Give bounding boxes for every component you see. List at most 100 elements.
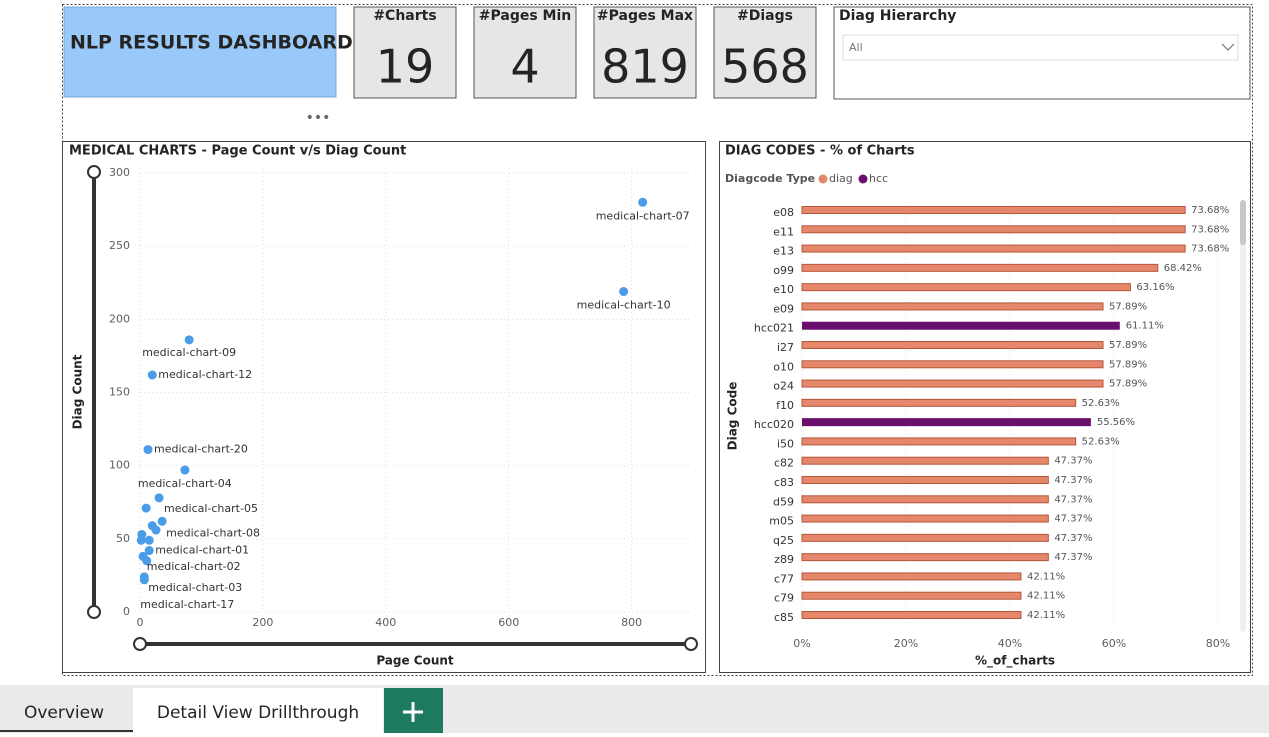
y-tick-label: e09 [773,302,794,315]
x-tick-label: 200 [252,616,273,629]
x-tick-label: 60% [1102,637,1126,650]
x-axis-title: %_of_charts [975,654,1055,669]
slider-handle[interactable] [87,605,101,619]
card-value: 819 [601,40,689,94]
point-label: medical-chart-05 [164,502,258,515]
x-tick-label: 40% [998,637,1022,650]
data-label: 73.68% [1191,244,1229,255]
data-label: 73.68% [1191,224,1229,235]
data-label: 57.89% [1109,359,1147,370]
y-tick-label: o10 [773,360,794,373]
legend-marker [858,174,868,184]
card-label: #Charts [373,8,436,24]
data-label: 52.63% [1082,398,1120,409]
point-label: medical-chart-07 [596,209,690,222]
card [593,6,697,99]
point-label: medical-chart-20 [154,443,248,456]
data-label: 42.11% [1027,610,1065,621]
point [139,575,149,585]
slider-handle[interactable] [87,165,101,179]
bar [801,225,1186,234]
dashboard-title: NLP RESULTS DASHBOARD [70,32,353,54]
bar [801,476,1049,484]
card [473,6,577,99]
bar [801,206,1186,214]
y-tick-label: o24 [773,380,794,393]
point [180,465,190,475]
data-label: 47.37% [1054,533,1092,544]
more-options[interactable]: ••• [306,110,331,126]
data-label: 47.37% [1054,494,1092,505]
y-tick-label: 100 [109,459,130,472]
y-tick-label: c82 [774,457,794,470]
data-label: 47.37% [1054,456,1092,467]
bar [801,572,1022,581]
data-label: 57.89% [1109,340,1147,351]
point-label: medical-chart-02 [147,560,241,573]
tab[interactable] [133,688,383,733]
bar [801,360,1104,369]
y-tick-label: i50 [777,437,794,450]
bar [801,379,1104,388]
legend-title: Diagcode Type [725,172,815,185]
bar [801,244,1186,253]
slicer-dropdown[interactable] [842,34,1239,61]
y-tick-label: z89 [774,553,794,566]
card-label: #Pages Max [597,8,693,24]
point [154,493,164,503]
point [184,335,194,345]
y-tick-label: 300 [109,166,130,179]
point [141,503,151,513]
slider-handle[interactable] [684,637,698,651]
bar [801,533,1049,542]
y-tick-label: e13 [773,245,794,258]
data-label: 57.89% [1109,379,1147,390]
y-tick-label: 50 [116,532,130,545]
y-tick-label: c85 [774,611,794,624]
scatter-panel [62,141,706,673]
card-label: #Pages Min [479,8,571,24]
card-label: #Diags [737,8,793,24]
y-axis-title: Diag Count [71,354,85,429]
data-label: 52.63% [1082,436,1120,447]
point [143,445,153,455]
tab[interactable] [0,685,133,733]
data-label: 47.37% [1054,552,1092,563]
data-label: 42.11% [1027,571,1065,582]
tab-label: Detail View Drillthrough [157,703,359,723]
chevron [1221,43,1235,51]
y-tick-label: 250 [109,239,130,252]
point [138,551,148,561]
point-label: medical-chart-09 [142,346,236,359]
tab-label: Overview [24,703,104,723]
bar [801,495,1049,504]
card [353,6,457,99]
y-tick-label: d59 [773,495,794,508]
bar [801,263,1159,272]
y-tick-label: 200 [109,312,130,325]
y-tick-label: q25 [773,534,794,547]
y-tick-label: o99 [773,264,794,277]
x-tick-label: 0 [137,616,144,629]
point [619,287,629,297]
point [157,516,167,526]
x-tick-label: 80% [1206,637,1230,650]
point-label: medical-chart-04 [138,477,232,490]
card-value: 568 [721,40,809,94]
y-tick-label: 0 [123,605,130,618]
chart-title: DIAG CODES - % of Charts [725,144,915,159]
x-tick-label: 800 [621,616,642,629]
data-label: 47.37% [1054,514,1092,525]
bar [801,456,1049,465]
legend-label: diag [829,172,853,185]
scrollbar-thumb[interactable] [1240,200,1246,245]
card [713,6,817,99]
slider-handle[interactable] [133,637,147,651]
x-tick-label: 400 [375,616,396,629]
scrollbar-track [1240,200,1246,632]
point [136,535,146,545]
point-label: medical-chart-03 [148,581,242,594]
y-tick-label: c77 [774,572,794,585]
y-tick-label: f10 [776,399,794,412]
slicer-value: All [849,41,863,54]
